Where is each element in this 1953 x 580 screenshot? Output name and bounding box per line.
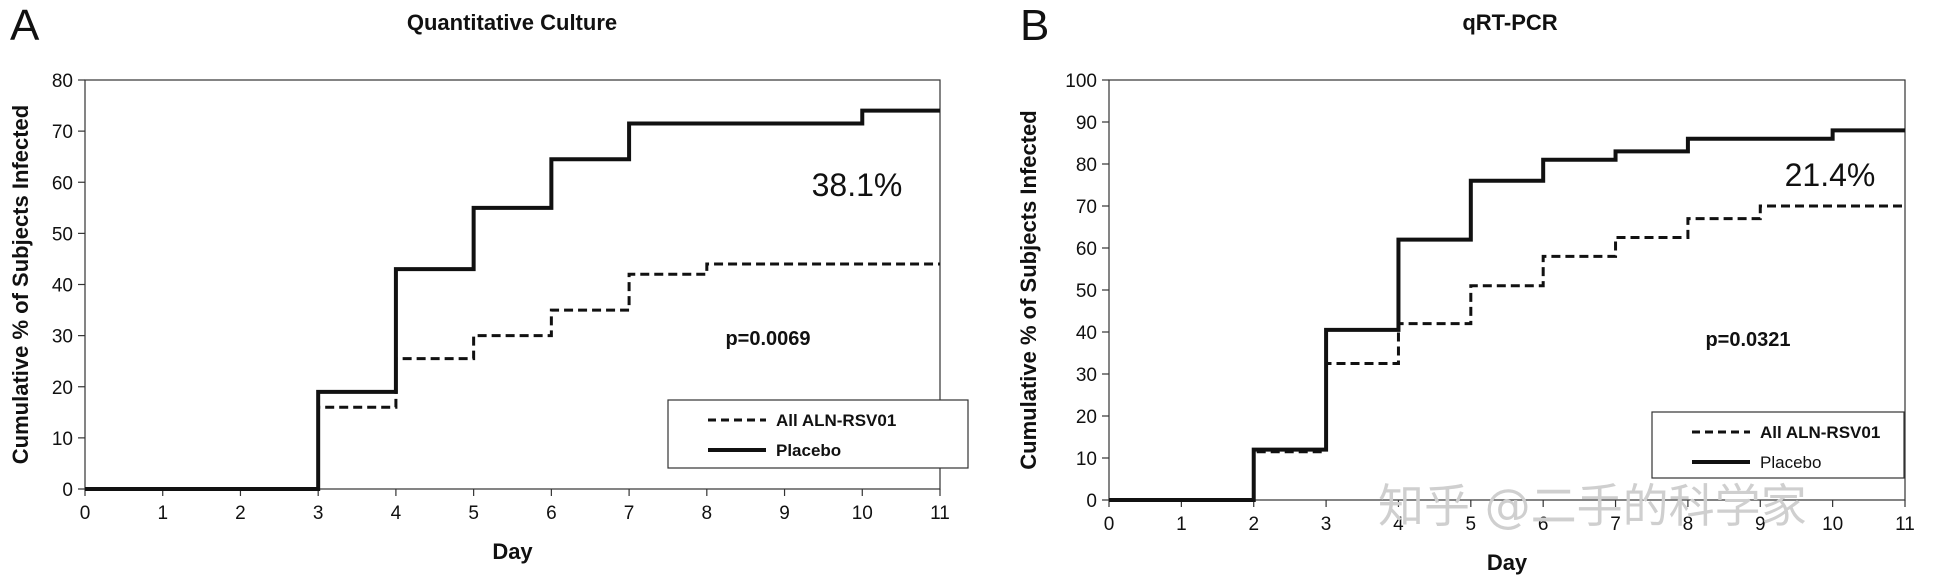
annotation-pvalue: p=0.0321 xyxy=(1705,329,1790,351)
legend-label: Placebo xyxy=(1760,453,1821,472)
y-tick-label: 40 xyxy=(52,276,73,297)
x-tick-label: 3 xyxy=(313,503,324,524)
series-line-all-aln-rsv01 xyxy=(1109,204,1905,502)
chart-panel-a: A Quantitative Culture 0 10 20 30 40 50 60 70 80 0 1… xyxy=(8,1,969,564)
series-line-all-aln-rsv01 xyxy=(85,262,940,491)
y-tick-label: 70 xyxy=(1076,197,1097,218)
x-tick-label: 6 xyxy=(1538,514,1549,535)
panel-letter: B xyxy=(1020,1,1049,50)
x-tick-label: 10 xyxy=(852,503,873,524)
x-tick-label: 8 xyxy=(1683,514,1694,535)
legend-label: Placebo xyxy=(776,441,841,460)
x-tick-label: 10 xyxy=(1822,514,1843,535)
y-tick-label: 10 xyxy=(52,429,73,450)
y-tick-label: 50 xyxy=(52,224,73,245)
y-tick-label: 0 xyxy=(62,480,73,501)
x-tick-label: 7 xyxy=(1610,514,1621,535)
x-tick-label: 9 xyxy=(1755,514,1766,535)
legend-box xyxy=(1651,411,1905,479)
series-line-placebo xyxy=(85,108,940,491)
y-tick-label: 70 xyxy=(52,122,73,143)
y-tick-label: 50 xyxy=(1076,281,1097,302)
y-tick-label: 20 xyxy=(52,378,73,399)
panel-letter: A xyxy=(10,1,40,50)
series-line-placebo xyxy=(1109,128,1905,502)
x-tick-label: 2 xyxy=(235,503,246,524)
x-tick-label: 9 xyxy=(779,503,790,524)
y-tick-label: 80 xyxy=(52,71,73,92)
legend-label: All ALN-RSV01 xyxy=(776,411,896,430)
y-tick-label: 90 xyxy=(1076,113,1097,134)
watermark: 知乎 @二手的科学家 xyxy=(1378,479,1807,533)
x-axis-title: Day xyxy=(492,539,533,564)
chart-title: qRT-PCR xyxy=(1462,10,1557,35)
y-tick-label: 30 xyxy=(1076,365,1097,386)
y-tick-label: 20 xyxy=(1076,407,1097,428)
y-tick-label: 30 xyxy=(52,327,73,348)
y-tick-label: 60 xyxy=(52,173,73,194)
y-tick-label: 40 xyxy=(1076,323,1097,344)
y-axis-title: Cumulative % of Subjects Infected xyxy=(1016,110,1041,469)
x-tick-label: 11 xyxy=(1895,514,1915,535)
x-tick-label: 4 xyxy=(1393,514,1404,535)
x-tick-label: 7 xyxy=(624,503,635,524)
x-tick-label: 1 xyxy=(157,503,168,524)
annotation-percent: 21.4% xyxy=(1785,157,1876,193)
x-axis-title: Day xyxy=(1487,550,1528,575)
y-tick-label: 100 xyxy=(1065,71,1097,92)
y-tick-label: 10 xyxy=(1076,449,1097,470)
annotation-pvalue: p=0.0069 xyxy=(725,328,810,350)
x-tick-label: 2 xyxy=(1248,514,1259,535)
x-tick-label: 6 xyxy=(546,503,557,524)
x-tick-label: 5 xyxy=(468,503,479,524)
x-tick-label: 3 xyxy=(1321,514,1332,535)
y-tick-label: 60 xyxy=(1076,239,1097,260)
y-tick-label: 0 xyxy=(1086,491,1097,512)
x-tick-label: 0 xyxy=(80,503,91,524)
x-tick-label: 5 xyxy=(1466,514,1477,535)
y-axis-title: Cumulative % of Subjects Infected xyxy=(8,105,33,464)
chart-title: Quantitative Culture xyxy=(407,10,617,35)
x-tick-label: 1 xyxy=(1176,514,1187,535)
legend-box xyxy=(667,399,969,469)
legend-label: All ALN-RSV01 xyxy=(1760,423,1880,442)
x-tick-label: 11 xyxy=(930,503,950,524)
x-tick-label: 8 xyxy=(702,503,713,524)
x-tick-label: 4 xyxy=(391,503,402,524)
annotation-percent: 38.1% xyxy=(812,167,903,203)
y-tick-label: 80 xyxy=(1076,155,1097,176)
x-tick-label: 0 xyxy=(1104,514,1115,535)
